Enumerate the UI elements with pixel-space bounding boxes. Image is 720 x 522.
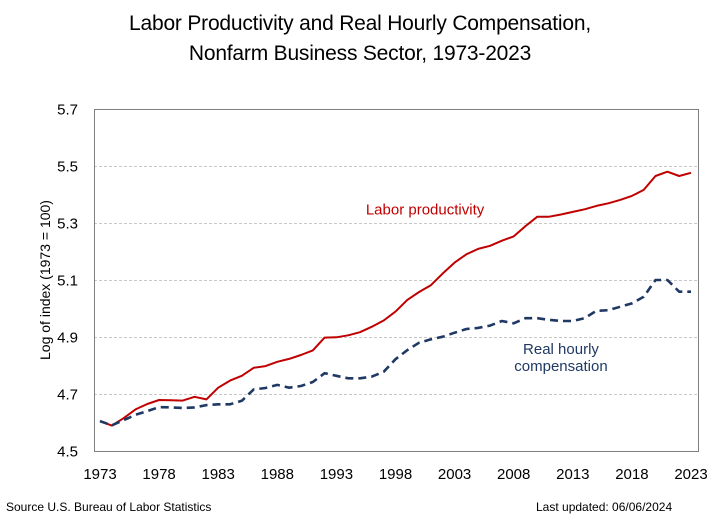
- series-annotation: Real hourly: [523, 341, 599, 358]
- series-lines: [99, 170, 692, 427]
- y-tick-label: 5.3: [57, 216, 78, 233]
- x-tick-label: 1973: [83, 466, 116, 483]
- series-annotation: Labor productivity: [366, 201, 485, 218]
- y-tick-label: 5.5: [57, 159, 78, 176]
- annotations: Labor productivity Real hourlycompensatio…: [366, 201, 608, 375]
- y-tick-label: 4.9: [57, 330, 78, 347]
- chart-title: Labor Productivity and Real Hourly Compe…: [0, 9, 720, 69]
- x-axis-ticks: 1973 1978 1983 1988 1993 1998 2003 2008 2013 2018…: [83, 466, 707, 483]
- chart-title-line-1: Labor Productivity and Real Hourly Compe…: [129, 12, 591, 35]
- series-annotation: compensation: [514, 358, 607, 375]
- x-tick-label: 2003: [438, 466, 471, 483]
- x-tick-label: 2018: [615, 466, 648, 483]
- gridlines: [94, 166, 698, 395]
- chart-subtitle: Nonfarm Business Sector, 1973-2023: [188, 42, 532, 65]
- x-tick-label: 2023: [674, 466, 707, 483]
- labor-productivity-line: [99, 170, 692, 427]
- x-tick-label: 1978: [142, 466, 175, 483]
- plot-area-border: [94, 109, 699, 452]
- y-axis-ticks: 4.5 4.7 4.9 5.1 5.3 5.5 5.7: [57, 102, 78, 461]
- x-tick-label: 1983: [202, 466, 235, 483]
- real-hourly-compensation-line: [99, 278, 691, 427]
- x-tick-label: 2008: [497, 466, 530, 483]
- last-updated: Last updated: 06/06/2024: [536, 500, 673, 514]
- x-tick-label: 1998: [379, 466, 412, 483]
- source-note: Source U.S. Bureau of Labor Statistics: [6, 500, 212, 514]
- x-tick-label: 2013: [556, 466, 589, 483]
- y-tick-label: 4.5: [57, 444, 78, 461]
- x-tick-label: 1993: [320, 466, 353, 483]
- y-tick-label: 5.1: [57, 273, 78, 290]
- y-tick-label: 4.7: [57, 387, 78, 404]
- x-tick-label: 1988: [261, 466, 294, 483]
- y-axis-label: Log of index (1973 = 100): [37, 200, 53, 360]
- y-tick-label: 5.7: [57, 102, 78, 119]
